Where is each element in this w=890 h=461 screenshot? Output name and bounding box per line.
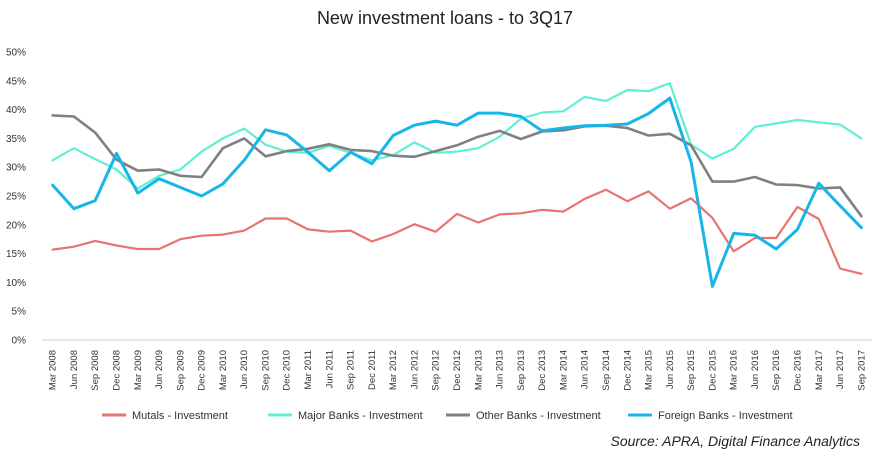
x-tick-label: Jun 2016 [750, 350, 761, 389]
legend-item: Mutals - Investment [102, 410, 228, 422]
y-tick-label: 0% [12, 336, 27, 347]
x-tick-label: Sep 2013 [516, 350, 527, 391]
y-tick-label: 40% [6, 105, 26, 116]
legend-item: Major Banks - Investment [268, 410, 423, 422]
y-tick-label: 50% [6, 48, 26, 59]
x-tick-label: Dec 2014 [622, 350, 633, 391]
x-tick-label: Mar 2008 [48, 350, 59, 390]
x-tick-label: Mar 2010 [218, 350, 229, 390]
x-tick-label: Dec 2011 [367, 350, 378, 390]
x-tick-label: Mar 2015 [644, 350, 655, 390]
x-tick-label: Mar 2012 [388, 350, 399, 390]
x-tick-label: Mar 2013 [473, 350, 484, 390]
series-line-1 [51, 188, 863, 275]
x-tick-label: Mar 2017 [814, 350, 825, 390]
legend: Mutals - Investment Major Banks - Investm… [102, 410, 793, 422]
y-tick-label: 45% [6, 76, 26, 87]
x-tick-label: Sep 2012 [431, 350, 442, 391]
x-tick-label: Mar 2014 [558, 350, 569, 390]
x-tick-label: Dec 2016 [793, 350, 804, 391]
series-lines [51, 81, 863, 288]
x-tick-label: Jun 2012 [409, 350, 420, 389]
x-tick-label: Dec 2008 [111, 350, 122, 391]
x-tick-label: Sep 2014 [601, 350, 612, 391]
y-tick-label: 25% [6, 192, 26, 203]
x-tick-label: Sep 2015 [686, 350, 697, 391]
x-tick-label: Jun 2011 [324, 350, 335, 388]
series-line-3 [51, 114, 863, 218]
legend-item: Other Banks - Investment [446, 410, 601, 422]
x-tick-label: Jun 2010 [239, 350, 250, 389]
x-tick-label: Dec 2010 [282, 350, 293, 391]
y-tick-label: 15% [6, 249, 26, 260]
x-tick-label: Sep 2010 [260, 350, 271, 391]
y-tick-label: 10% [6, 278, 26, 289]
x-axis: Mar 2008 Jun 2008 Sep 2008 Dec 2008 Mar 2009… [48, 350, 868, 391]
x-tick-label: Dec 2012 [452, 350, 463, 391]
x-tick-label: Jun 2013 [495, 350, 506, 389]
x-tick-label: Jun 2008 [69, 350, 80, 389]
x-tick-label: Jun 2009 [154, 350, 165, 389]
series-line-4 [51, 96, 863, 288]
y-tick-label: 35% [6, 134, 26, 145]
x-tick-label: Jun 2014 [580, 350, 591, 389]
y-tick-label: 20% [6, 220, 26, 231]
x-tick-label: Jun 2017 [835, 350, 846, 389]
x-tick-label: Sep 2011 [346, 350, 357, 390]
y-tick-label: 30% [6, 163, 26, 174]
legend-label: Major Banks - Investment [298, 410, 423, 422]
legend-label: Other Banks - Investment [476, 410, 601, 422]
chart-title: New investment loans - to 3Q17 [317, 8, 573, 28]
series-line-2 [51, 81, 863, 190]
x-tick-label: Sep 2008 [90, 350, 101, 391]
x-tick-label: Mar 2009 [133, 350, 144, 390]
source-note: Source: APRA, Digital Finance Analytics [610, 433, 860, 449]
x-tick-label: Mar 2011 [303, 350, 314, 389]
legend-label: Foreign Banks - Investment [658, 410, 793, 422]
x-tick-label: Dec 2013 [537, 350, 548, 391]
x-tick-label: Dec 2015 [707, 350, 718, 391]
y-tick-label: 5% [12, 307, 27, 318]
x-tick-label: Sep 2017 [856, 350, 867, 391]
legend-item: Foreign Banks - Investment [628, 410, 793, 422]
y-axis: 0% 5% 10% 15% 20% 25% 30% 35% 40% 45% 50% [6, 48, 26, 347]
x-tick-label: Sep 2016 [771, 350, 782, 391]
x-tick-label: Mar 2016 [729, 350, 740, 390]
x-tick-label: Dec 2009 [197, 350, 208, 391]
x-tick-label: Jun 2015 [665, 350, 676, 389]
legend-label: Mutals - Investment [132, 410, 228, 422]
x-tick-label: Sep 2009 [175, 350, 186, 391]
